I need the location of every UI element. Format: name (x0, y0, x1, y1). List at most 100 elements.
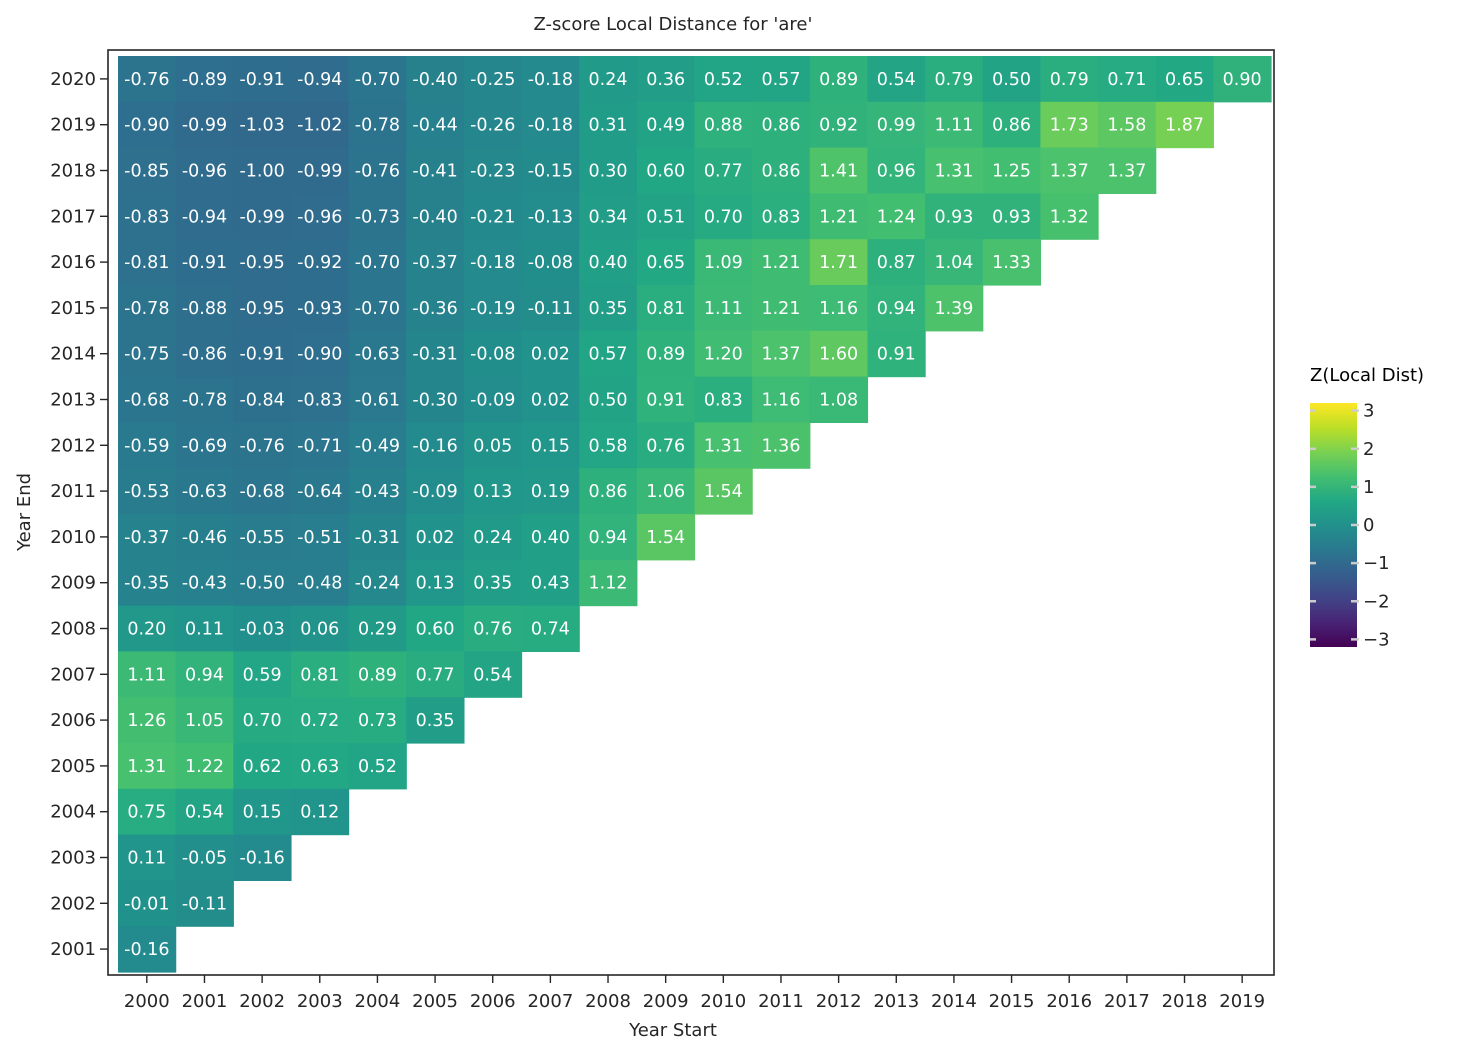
heatmap-cell (752, 101, 811, 149)
cell-value-label: -0.18 (528, 70, 573, 90)
cell-value-label: 0.89 (819, 70, 858, 90)
cell-value-label: 0.35 (589, 299, 628, 319)
cell-value-label: 1.39 (934, 299, 973, 319)
heatmap-cell (521, 239, 580, 286)
cell-value-label: -0.40 (412, 70, 457, 90)
heatmap-cell (233, 834, 292, 881)
heatmap-cell (233, 147, 292, 194)
heatmap-cell (406, 468, 465, 515)
heatmap-cell (406, 697, 465, 744)
heatmap-cell (1155, 56, 1214, 103)
cell-value-label: 0.86 (761, 116, 800, 136)
cell-value-label: 0.52 (704, 70, 743, 90)
cell-value-label: 0.51 (646, 207, 685, 227)
cell-value-label: 1.25 (992, 162, 1031, 182)
cell-value-label: 1.87 (1165, 116, 1204, 136)
heatmap-cell (175, 697, 234, 744)
cell-value-label: 0.24 (589, 70, 628, 90)
cell-value-label: -0.37 (124, 528, 169, 548)
heatmap-cell (636, 422, 696, 469)
x-tick-label: 2007 (527, 991, 573, 1012)
cell-value-label: -0.46 (182, 528, 227, 548)
cell-value-label: -0.68 (124, 391, 169, 411)
cell-value-label: -0.53 (124, 482, 169, 502)
cell-value-label: 0.60 (416, 620, 455, 640)
heatmap-cell (290, 605, 350, 652)
cell-value-label: 0.74 (531, 620, 570, 640)
heatmap-cell (290, 743, 350, 790)
cell-value-label: -0.99 (239, 207, 284, 227)
cell-value-label: 0.83 (761, 207, 800, 227)
heatmap-cell (233, 559, 292, 607)
cell-value-label: -0.61 (355, 391, 400, 411)
cell-value-label: -0.05 (182, 849, 227, 869)
y-tick-label: 2012 (50, 435, 96, 456)
cell-value-label: -0.13 (528, 207, 573, 227)
heatmap-cell (233, 697, 292, 744)
cell-value-label: 0.43 (531, 574, 570, 594)
cell-value-label: 0.94 (589, 528, 628, 548)
cell-value-label: -0.11 (182, 894, 227, 914)
cell-value-label: -0.76 (355, 162, 400, 182)
cell-value-label: 1.21 (819, 207, 858, 227)
cell-value-label: 1.54 (704, 482, 743, 502)
cell-value-label: 0.02 (416, 528, 455, 548)
heatmap-cell (406, 514, 465, 561)
cell-value-label: -0.09 (470, 391, 515, 411)
cell-value-label: 0.20 (127, 620, 166, 640)
cell-value-label: 0.40 (589, 253, 628, 273)
heatmap-cell (175, 56, 234, 103)
heatmap-cell (636, 330, 696, 378)
cell-value-label: -0.15 (528, 162, 573, 182)
cell-value-label: 0.83 (704, 391, 743, 411)
x-tick-label: 2018 (1162, 991, 1208, 1012)
cell-value-label: -0.19 (470, 299, 515, 319)
cell-value-label: -0.96 (182, 162, 227, 182)
cell-value-label: 0.05 (473, 436, 512, 456)
y-tick-label: 2014 (50, 344, 96, 365)
heatmap-cell (290, 101, 350, 149)
heatmap-cell (290, 147, 350, 194)
cell-value-label: -0.91 (239, 345, 284, 365)
cell-value-label: 1.73 (1050, 116, 1089, 136)
heatmap-cell (809, 239, 869, 286)
cell-value-label: 1.21 (761, 253, 800, 273)
heatmap-cell (233, 193, 292, 240)
cell-value-label: 0.65 (646, 253, 685, 273)
cell-value-label: -0.78 (355, 116, 400, 136)
cell-value-label: -0.43 (355, 482, 400, 502)
cell-value-label: -0.71 (297, 436, 342, 456)
plot-frame (107, 49, 1275, 976)
cell-value-label: -0.41 (412, 162, 457, 182)
heatmap-cell (463, 193, 523, 240)
heatmap-cell (925, 147, 984, 194)
cell-value-label: -0.03 (239, 620, 284, 640)
cell-value-label: -0.09 (412, 482, 457, 502)
heatmap-cell (175, 193, 234, 240)
heatmap-cell (521, 330, 580, 378)
heatmap-cell (406, 559, 465, 607)
heatmap-cell (694, 330, 753, 378)
heatmap-cell (118, 193, 177, 240)
heatmap-cell (521, 422, 580, 469)
heatmap-cell (233, 101, 292, 149)
cell-value-label: -0.78 (124, 299, 169, 319)
cell-value-label: 0.06 (300, 620, 339, 640)
heatmap-cell (1040, 193, 1099, 240)
heatmap-cell (636, 101, 696, 149)
heatmap-cell (348, 468, 407, 515)
heatmap-cell (118, 101, 177, 149)
cell-value-label: 0.96 (877, 162, 916, 182)
heatmap-cell (348, 193, 407, 240)
y-tick-label: 2016 (50, 252, 96, 273)
cell-value-label: -1.00 (239, 162, 284, 182)
cell-value-label: -0.31 (355, 528, 400, 548)
cell-value-label: 0.52 (358, 757, 397, 777)
cell-value-label: -0.89 (182, 70, 227, 90)
heatmap-cell (867, 285, 926, 332)
cell-value-label: -0.94 (182, 207, 227, 227)
heatmap-cell (809, 193, 869, 240)
heatmap-cell (809, 285, 869, 332)
cell-value-label: 1.33 (992, 253, 1031, 273)
